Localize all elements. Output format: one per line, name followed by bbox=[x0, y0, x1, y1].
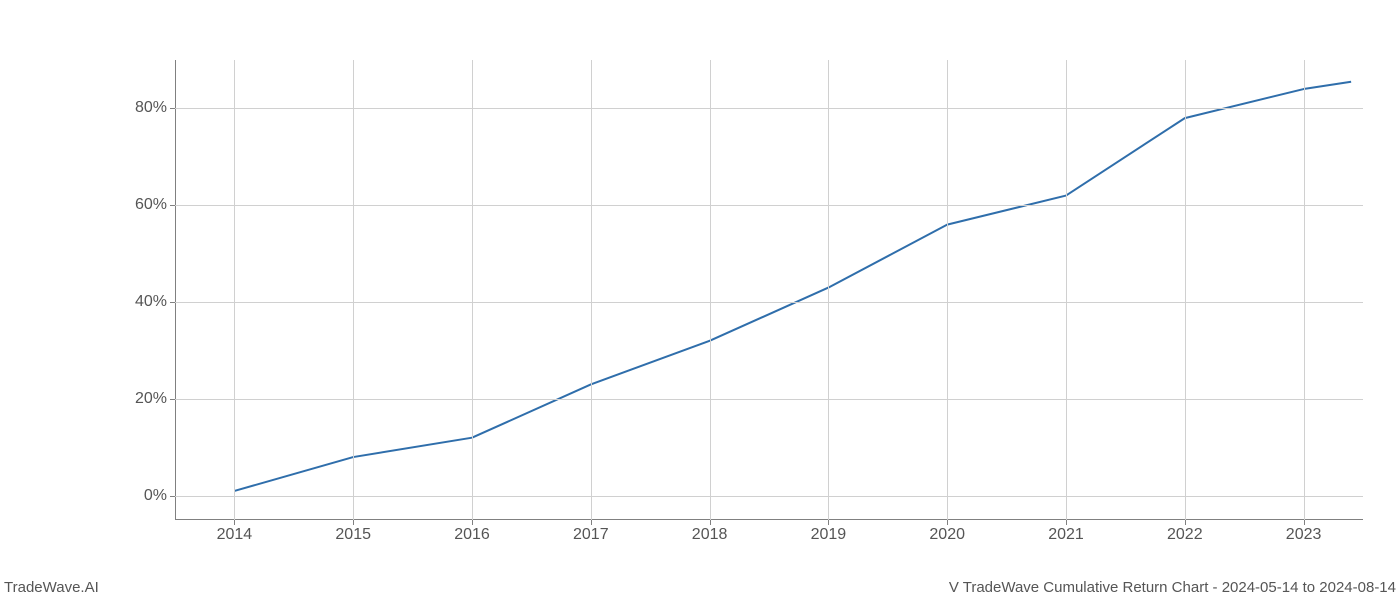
chart-container: 0% 20% 40% 60% 80% 2014 2015 2016 2017 2018 2019 20… bbox=[0, 0, 1400, 600]
x-tick-label: 2017 bbox=[573, 520, 609, 544]
y-tick-label: 40% bbox=[135, 293, 175, 311]
x-tick-label: 2021 bbox=[1048, 520, 1084, 544]
x-tick-label: 2020 bbox=[929, 520, 965, 544]
gridline-vertical bbox=[353, 60, 354, 520]
gridline-vertical bbox=[828, 60, 829, 520]
x-tick-label: 2016 bbox=[454, 520, 490, 544]
gridline-vertical bbox=[1304, 60, 1305, 520]
plot-area: 0%20%40%60%80%20142015201620172018201920… bbox=[175, 60, 1363, 520]
y-tick-label: 20% bbox=[135, 390, 175, 408]
footer-left-text: TradeWave.AI bbox=[4, 579, 99, 596]
x-tick-label: 2019 bbox=[811, 520, 847, 544]
y-tick-label: 60% bbox=[135, 196, 175, 214]
footer-right-text: V TradeWave Cumulative Return Chart - 20… bbox=[949, 579, 1396, 596]
gridline-vertical bbox=[947, 60, 948, 520]
x-tick-label: 2015 bbox=[335, 520, 371, 544]
gridline-vertical bbox=[1066, 60, 1067, 520]
x-tick-label: 2018 bbox=[692, 520, 728, 544]
gridline-vertical bbox=[710, 60, 711, 520]
x-tick-label: 2022 bbox=[1167, 520, 1203, 544]
gridline-vertical bbox=[472, 60, 473, 520]
gridline-vertical bbox=[234, 60, 235, 520]
axis-spine-left bbox=[175, 60, 176, 520]
gridline-vertical bbox=[591, 60, 592, 520]
return-line bbox=[234, 82, 1351, 491]
x-tick-label: 2023 bbox=[1286, 520, 1322, 544]
y-tick-label: 0% bbox=[144, 487, 175, 505]
y-tick-label: 80% bbox=[135, 99, 175, 117]
x-tick-label: 2014 bbox=[217, 520, 253, 544]
gridline-vertical bbox=[1185, 60, 1186, 520]
